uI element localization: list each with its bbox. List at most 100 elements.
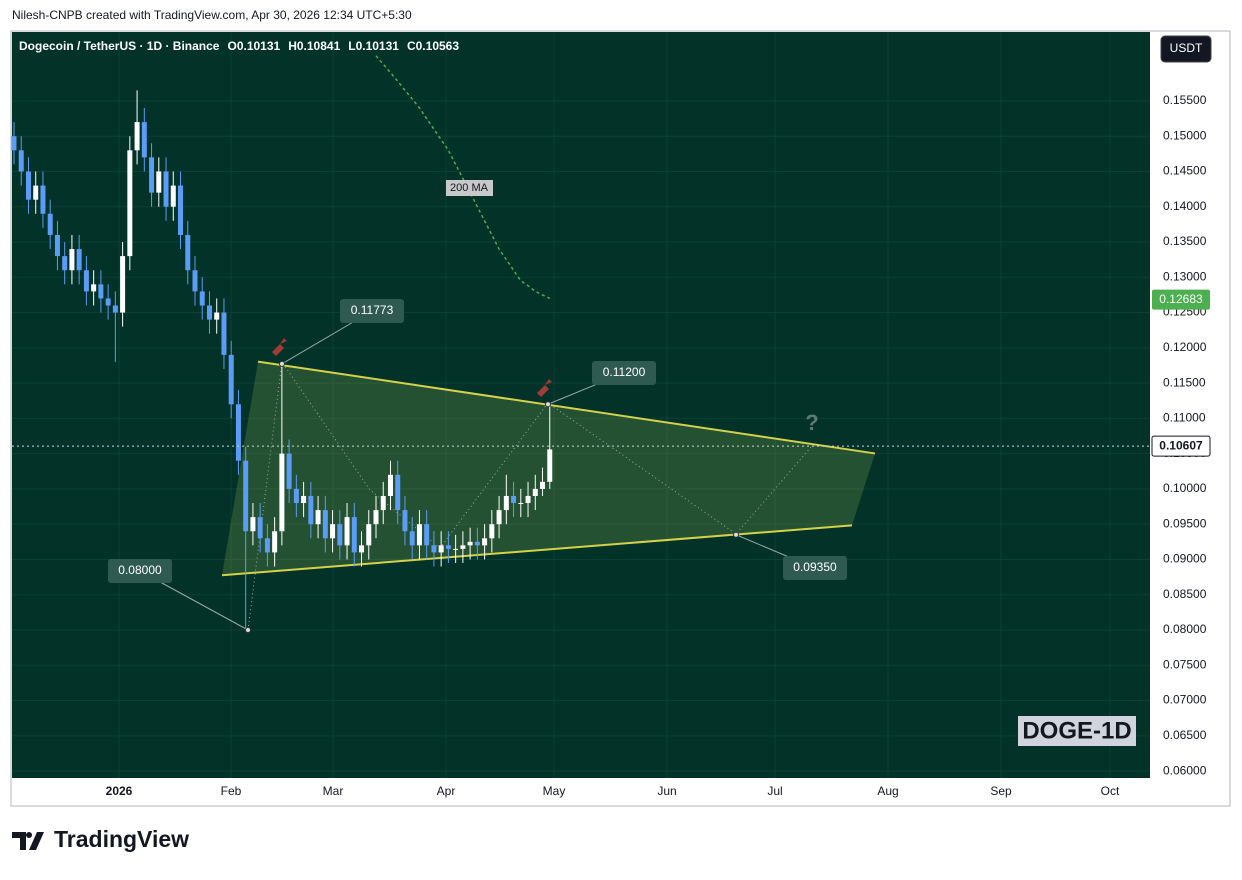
x-tick-label: Mar: [323, 784, 344, 798]
x-tick-label: 2026: [106, 784, 133, 798]
attribution: Nilesh-CNPB created with TradingView.com…: [12, 8, 412, 22]
y-tick-label: 0.09000: [1163, 552, 1207, 566]
candle-body: [482, 538, 488, 546]
plot-area: [12, 32, 1150, 778]
watermark-box: [1018, 716, 1136, 746]
y-tick-label: 0.06000: [1163, 763, 1207, 777]
candle-body: [185, 234, 191, 271]
candle-body: [47, 213, 53, 235]
candle-body: [503, 495, 509, 511]
callout-box: [108, 559, 172, 583]
candle-body: [178, 185, 184, 235]
ohlc-value: L0.10131: [348, 39, 399, 53]
candle-body: [228, 354, 234, 405]
candle-body: [33, 185, 39, 200]
candle-body: [511, 495, 517, 504]
ma-price-badge: [1152, 289, 1210, 310]
candles: [11, 90, 553, 630]
candle-body: [40, 185, 46, 214]
candle-body: [387, 474, 393, 496]
ma-label: 200 MA: [450, 182, 489, 194]
callout-point: [733, 531, 739, 538]
candle-body: [293, 488, 299, 504]
x-tick-label: Jul: [767, 784, 782, 798]
candle-body: [192, 270, 198, 292]
callout-label: 0.11773: [351, 303, 394, 317]
lower-trendline: [221, 524, 853, 577]
candle-body: [409, 531, 415, 546]
candle-body: [156, 171, 162, 193]
y-tick-label: 0.13000: [1163, 269, 1207, 283]
callout-box: [783, 556, 847, 580]
logo-text: TradingView: [54, 826, 189, 852]
candle-body: [18, 150, 24, 172]
candle-body: [373, 510, 379, 525]
candle-body: [199, 291, 205, 306]
ohlc-value: C0.10563: [407, 39, 459, 53]
grid: [12, 32, 1150, 778]
candle-body: [91, 284, 97, 292]
candle-body: [98, 284, 104, 299]
candle-body: [344, 517, 350, 546]
watermark: DOGE-1D: [1022, 717, 1131, 744]
x-tick-label: Feb: [221, 784, 242, 798]
y-tick-label: 0.15500: [1163, 93, 1207, 107]
callout-label: 0.09350: [793, 560, 837, 574]
currency: USDT: [1170, 41, 1203, 55]
candle-body: [416, 524, 422, 546]
chart-title: Dogecoin / TetherUS · 1D · Binance: [19, 39, 220, 53]
ma-label-bg: [446, 180, 493, 196]
candle-body: [453, 548, 459, 550]
candle-body: [243, 460, 249, 532]
candle-body: [54, 234, 60, 257]
candle-body: [235, 404, 241, 461]
candle-body: [315, 510, 321, 525]
candle-body: [134, 122, 140, 151]
y-tick-label: 0.15000: [1163, 128, 1207, 142]
last-price-badge: [1151, 435, 1211, 457]
y-tick-label: 0.14000: [1163, 199, 1207, 213]
ohlc-value: H0.10841: [288, 39, 340, 53]
candle-body: [489, 524, 495, 539]
y-tick-label: 0.11000: [1163, 411, 1206, 425]
callout-point: [245, 626, 251, 633]
candle-body: [206, 305, 212, 320]
currency-badge[interactable]: [1160, 35, 1212, 63]
candle-body: [532, 488, 538, 496]
logo-dot: [26, 832, 32, 838]
candle-body: [496, 510, 502, 525]
y-tick-label: 0.14500: [1163, 164, 1207, 178]
y-tick-label: 0.09500: [1163, 516, 1207, 530]
candle-body: [460, 545, 466, 549]
candle-body: [395, 474, 401, 511]
callout-label: 0.08000: [118, 563, 162, 577]
candle-body: [330, 524, 336, 539]
callout-point: [545, 401, 551, 408]
candle-body: [214, 312, 220, 320]
logo-icon: [12, 832, 44, 850]
candle-body: [474, 541, 480, 546]
candle-body: [301, 495, 307, 504]
x-tick-label: May: [543, 784, 566, 798]
y-tick-label: 0.12000: [1163, 340, 1207, 354]
y-tick-label: 0.11500: [1163, 375, 1206, 389]
candle-body: [170, 185, 176, 207]
candle-body: [402, 510, 408, 532]
marker: [272, 338, 287, 356]
question-mark: ?: [805, 410, 818, 435]
callout-label: 0.11200: [603, 365, 646, 379]
x-tick-label: Sep: [990, 784, 1012, 798]
x-tick-label: Jun: [657, 784, 676, 798]
y-tick-label: 0.08000: [1163, 622, 1207, 636]
candle-body: [322, 510, 328, 539]
candle-body: [112, 305, 118, 313]
candle-body: [127, 150, 133, 257]
candle-body: [359, 545, 365, 553]
candle-body: [540, 481, 546, 489]
y-tick-label: 0.10000: [1163, 481, 1207, 495]
candle-body: [62, 256, 68, 271]
overlay: 200 MA 0.11773 0.11200 0.08000 0.09350: [12, 55, 1150, 633]
candle-body: [279, 453, 285, 532]
